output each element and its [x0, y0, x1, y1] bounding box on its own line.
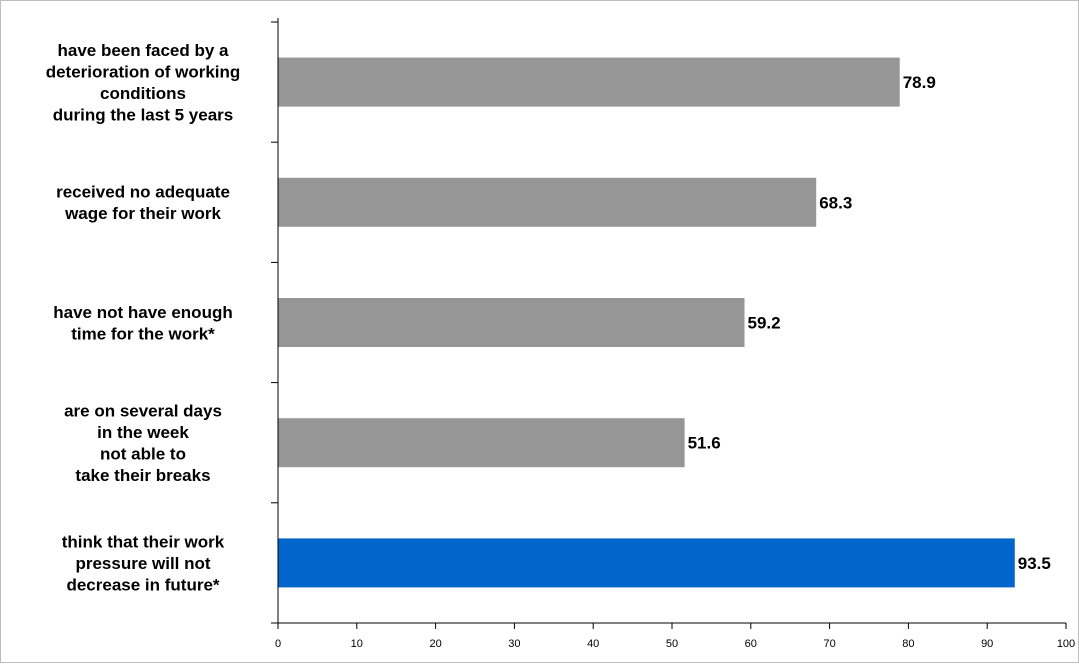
bar [278, 538, 1015, 588]
x-tick-label: 10 [351, 638, 363, 650]
category-label: have been faced by a deterioration of wor… [46, 41, 241, 125]
x-tick-label: 100 [1057, 638, 1075, 650]
bar [278, 57, 900, 107]
data-labels: 78.9 68.3 59.2 51.6 93.5 [688, 73, 1051, 573]
category-label-line: in the week [97, 423, 189, 442]
category-label-line: pressure will not [75, 554, 210, 573]
category-label-line: have been faced by a [57, 41, 229, 60]
data-label: 51.6 [688, 434, 721, 453]
category-label-line: have not have enough [53, 303, 232, 322]
data-label: 78.9 [903, 73, 936, 92]
category-labels: have been faced by a deterioration of wor… [46, 41, 241, 595]
bars [278, 57, 1015, 588]
bar [278, 418, 685, 468]
x-tick-label: 30 [508, 638, 520, 650]
category-label-line: not able to [100, 444, 186, 463]
x-tick-label: 60 [745, 638, 757, 650]
category-label: think that their work pressure will not de… [62, 532, 225, 594]
data-label: 93.5 [1018, 554, 1051, 573]
category-label-line: are on several days [64, 401, 222, 420]
category-label-line: during the last 5 years [53, 105, 233, 124]
category-label-line: wage for their work [64, 204, 221, 223]
category-label: are on several days in the week not able t… [64, 401, 222, 485]
x-tick-label: 0 [275, 638, 281, 650]
category-label-line: decrease in future* [66, 575, 219, 594]
category-label-line: think that their work [62, 532, 225, 551]
bar [278, 298, 745, 347]
data-label: 59.2 [747, 314, 780, 333]
category-label-line: received no adequate [56, 183, 230, 202]
x-tick-label: 50 [666, 638, 678, 650]
axes [271, 18, 1067, 629]
category-label-line: conditions [100, 84, 186, 103]
category-label: received no adequate wage for their work [56, 183, 230, 224]
category-label: have not have enough time for the work* [53, 303, 232, 344]
x-tick-label: 80 [902, 638, 914, 650]
x-tick-label: 40 [587, 638, 599, 650]
x-tick-labels: 0 10 20 30 40 50 60 70 80 90 100 [275, 638, 1075, 650]
data-label: 68.3 [819, 193, 852, 212]
x-tick-label: 20 [429, 638, 441, 650]
category-label-line: time for the work* [71, 324, 215, 343]
bar [278, 177, 817, 227]
x-tick-label: 90 [981, 638, 993, 650]
x-tick-label: 70 [823, 638, 835, 650]
category-label-line: deterioration of working [46, 62, 241, 81]
category-label-line: take their breaks [75, 466, 210, 485]
